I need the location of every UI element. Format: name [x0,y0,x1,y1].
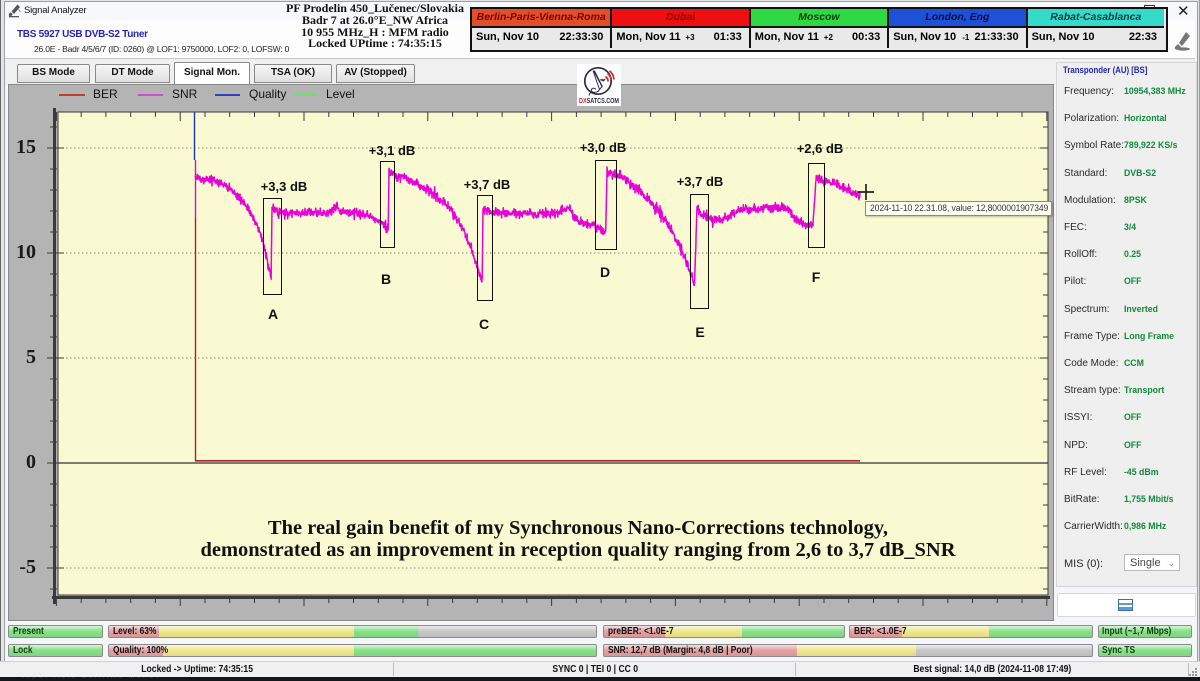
svg-text:DXSATCS.COM: DXSATCS.COM [579,98,619,105]
